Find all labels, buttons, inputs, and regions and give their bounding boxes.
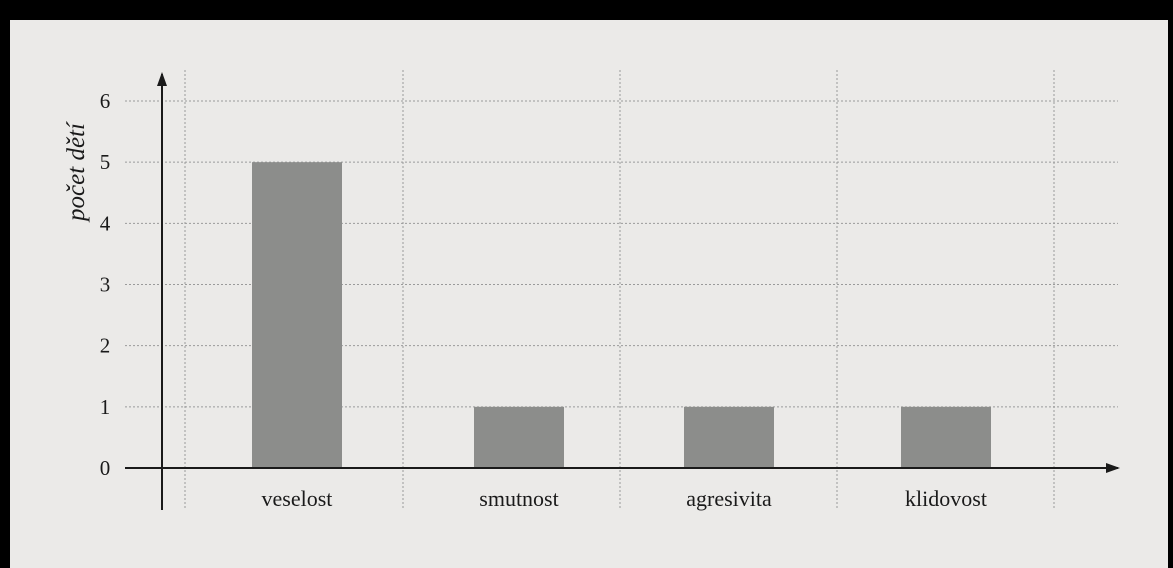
y-tick-label: 4 xyxy=(100,211,111,235)
bar-smutnost xyxy=(474,406,564,468)
y-axis-title: počet dětí xyxy=(63,121,90,223)
bar-agresivita xyxy=(684,406,774,468)
category-label: smutnost xyxy=(479,486,558,511)
chart-panel xyxy=(10,20,1168,568)
y-tick-label: 5 xyxy=(100,150,111,174)
category-label: klidovost xyxy=(905,486,987,511)
bar-veselost xyxy=(252,162,342,468)
y-tick-label: 6 xyxy=(100,89,111,113)
y-tick-label: 1 xyxy=(100,395,111,419)
category-label: agresivita xyxy=(686,486,772,511)
bar-klidovost xyxy=(901,406,991,468)
y-tick-label: 3 xyxy=(100,273,111,297)
y-tick-labels: 0 1 2 3 4 5 6 xyxy=(100,89,111,480)
axes xyxy=(125,72,1120,510)
y-tick-label: 2 xyxy=(100,334,111,358)
category-labels: veselost smutnost agresivita klidovost xyxy=(262,486,987,511)
bars xyxy=(252,162,991,468)
category-label: veselost xyxy=(262,486,333,511)
y-tick-label: 0 xyxy=(100,456,111,480)
